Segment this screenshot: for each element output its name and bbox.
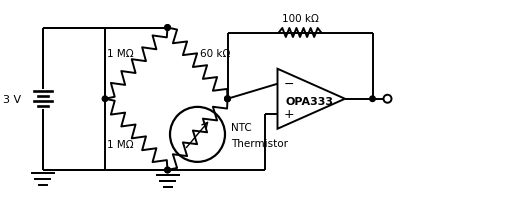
Circle shape xyxy=(370,97,375,102)
Text: 1 MΩ: 1 MΩ xyxy=(107,49,133,59)
Text: 1 MΩ: 1 MΩ xyxy=(107,140,133,150)
Circle shape xyxy=(102,97,108,102)
Circle shape xyxy=(165,26,170,31)
Circle shape xyxy=(225,97,230,102)
Text: OPA333: OPA333 xyxy=(286,97,334,107)
Circle shape xyxy=(165,167,170,173)
Text: +: + xyxy=(283,108,294,121)
Text: 100 kΩ: 100 kΩ xyxy=(282,14,319,24)
Text: 3 V: 3 V xyxy=(4,94,22,104)
Circle shape xyxy=(383,95,391,103)
Text: 60 kΩ: 60 kΩ xyxy=(200,49,230,59)
Circle shape xyxy=(225,97,230,102)
Text: Thermistor: Thermistor xyxy=(231,139,288,149)
Text: −: − xyxy=(283,78,294,91)
Text: NTC: NTC xyxy=(231,122,252,132)
Circle shape xyxy=(165,26,170,31)
Circle shape xyxy=(225,97,230,102)
Circle shape xyxy=(165,167,170,173)
